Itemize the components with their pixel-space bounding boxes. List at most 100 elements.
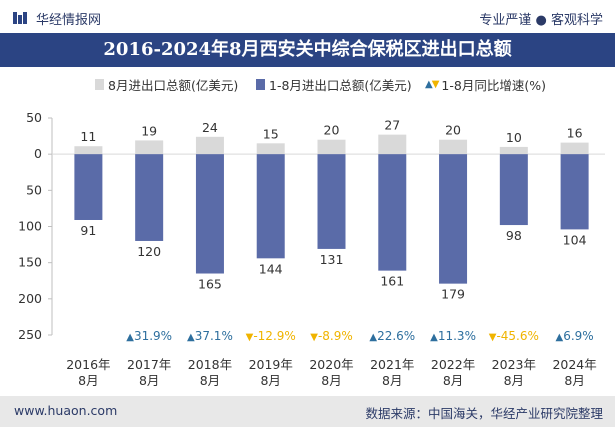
data-label-cumulative: 161 <box>380 274 404 289</box>
x-tick-label: 2018年 8月 <box>188 357 232 388</box>
x-tick-label: 2021年 8月 <box>370 357 414 388</box>
data-label-monthly: 19 <box>141 123 157 138</box>
data-label-cumulative: 98 <box>506 228 522 243</box>
data-label-monthly: 20 <box>324 123 340 138</box>
bar-cumulative <box>439 154 468 284</box>
bar-cumulative <box>135 154 164 241</box>
title-bar: 2016-2024年8月西安关中综合保税区进出口总额 <box>0 33 615 67</box>
bar-monthly <box>317 139 346 155</box>
x-tick-label: 2023年 8月 <box>492 357 536 388</box>
data-label-monthly: 11 <box>80 129 96 144</box>
data-label-cumulative: 165 <box>198 277 222 292</box>
data-label-monthly: 10 <box>506 130 522 145</box>
data-label-cumulative: 144 <box>259 261 283 276</box>
bar-monthly <box>74 146 103 155</box>
growth-value: -12.9% <box>253 329 295 343</box>
growth-label: ▼-12.9% <box>246 329 296 343</box>
legend-label-monthly: 8月进出口总额(亿美元) <box>108 78 239 93</box>
bar-cumulative <box>560 154 589 230</box>
bar-monthly <box>195 136 224 155</box>
bar-cumulative <box>378 154 407 271</box>
growth-value: 37.1% <box>195 329 233 343</box>
growth-value: 22.6% <box>377 329 415 343</box>
brand-bar: 华经情报网 专业严谨 ● 客观科学 <box>0 0 615 36</box>
growth-value: -45.6% <box>496 329 538 343</box>
x-tick-label: 2020年 8月 <box>309 357 353 388</box>
bar-cumulative <box>195 154 224 274</box>
arrow-down-icon: ▼ <box>246 332 254 343</box>
data-label-monthly: 15 <box>263 126 279 141</box>
footer-source: 数据来源：中国海关，华经产业研究院整理 <box>365 406 603 421</box>
brand-name: 华经情报网 <box>36 13 102 28</box>
growth-label: ▲6.9% <box>556 329 594 343</box>
y-axis: 50 0 50 100 150 200 250 <box>18 110 605 342</box>
growth-value: 31.9% <box>134 329 172 343</box>
data-label-cumulative: 179 <box>441 287 465 302</box>
data-label-cumulative: 131 <box>320 252 344 267</box>
data-label-cumulative: 120 <box>137 244 161 259</box>
legend-swatch-cumulative <box>256 79 265 90</box>
data-label-cumulative: 91 <box>80 223 96 238</box>
data-labels: 11 91 19 120 24 165 15 144 20 131 27 161 20 179 10 98 16… <box>80 118 586 302</box>
arrow-down-icon: ▼ <box>489 332 497 343</box>
chart-title: 2016-2024年8月西安关中综合保税区进出口总额 <box>103 39 512 60</box>
growth-label: ▼-8.9% <box>310 329 353 343</box>
bars <box>74 134 589 284</box>
x-tick-label: 2019年 8月 <box>249 357 293 388</box>
growth-label: ▲22.6% <box>369 329 415 343</box>
arrow-up-icon: ▲ <box>369 332 377 343</box>
y-tick-label: 50 <box>26 110 42 125</box>
data-label-monthly: 20 <box>445 123 461 138</box>
data-label-cumulative: 104 <box>563 232 587 247</box>
arrow-up-icon: ▲ <box>430 332 438 343</box>
legend-item-cumulative: 1-8月进出口总额(亿美元) <box>256 75 412 94</box>
bar-monthly <box>378 134 407 155</box>
bar-monthly <box>499 146 528 155</box>
y-tick-label: 200 <box>18 291 42 306</box>
bar-cumulative <box>256 154 285 259</box>
x-tick-label: 2022年 8月 <box>431 357 475 388</box>
brand-slogan: 专业严谨 ● 客观科学 <box>479 13 603 28</box>
bar-monthly <box>439 139 468 155</box>
growth-label: ▼-45.6% <box>489 329 539 343</box>
data-label-monthly: 24 <box>202 120 218 135</box>
growth-value: -8.9% <box>318 329 353 343</box>
bar-cumulative <box>74 154 103 220</box>
bar-monthly <box>135 140 164 155</box>
data-label-monthly: 27 <box>384 118 400 133</box>
bar-monthly <box>560 142 589 155</box>
legend-swatch-monthly <box>95 79 104 90</box>
legend-label-cumulative: 1-8月进出口总额(亿美元) <box>269 78 412 93</box>
growth-value: 6.9% <box>563 329 594 343</box>
footer: www.huaon.com 数据来源：中国海关，华经产业研究院整理 <box>0 396 615 427</box>
brand-logo-icon <box>13 12 27 24</box>
growth-label: ▲11.3% <box>430 329 476 343</box>
legend: 8月进出口总额(亿美元) 1-8月进出口总额(亿美元) ▲▼ 1-8月同比增速(… <box>0 75 615 95</box>
arrow-up-icon: ▲ <box>556 332 564 343</box>
x-axis: 2016年 8月 2017年 8月 2018年 8月 2019年 8月 2020年 8月 2021年… <box>66 357 597 388</box>
y-tick-label: 250 <box>18 327 42 342</box>
y-tick-label: 0 <box>34 146 42 161</box>
bar-cumulative <box>317 154 346 249</box>
growth-label: ▲37.1% <box>187 329 233 343</box>
data-label-monthly: 16 <box>567 126 583 141</box>
arrow-up-icon: ▲ <box>187 332 195 343</box>
legend-item-growth: ▲▼ 1-8月同比增速(%) <box>425 75 546 94</box>
legend-item-monthly: 8月进出口总额(亿美元) <box>95 75 238 94</box>
legend-growth-arrows-icon: ▲▼ <box>425 79 439 90</box>
x-tick-label: 2024年 8月 <box>552 357 596 388</box>
x-tick-label: 2016年 8月 <box>66 357 110 388</box>
y-tick-label: 50 <box>26 182 42 197</box>
y-tick-label: 150 <box>18 255 42 270</box>
legend-label-growth: 1-8月同比增速(%) <box>441 78 546 93</box>
arrow-up-icon: ▲ <box>126 332 134 343</box>
arrow-down-icon: ▼ <box>310 332 318 343</box>
footer-url: www.huaon.com <box>14 403 118 418</box>
growth-value: 11.3% <box>438 329 476 343</box>
y-tick-label: 100 <box>18 219 42 234</box>
growth-labels: ▲31.9% ▲37.1% ▼-12.9% ▼-8.9% ▲22.6% ▲11.3% ▼-4… <box>126 329 593 343</box>
bar-cumulative <box>499 154 528 226</box>
bar-monthly <box>256 143 285 155</box>
